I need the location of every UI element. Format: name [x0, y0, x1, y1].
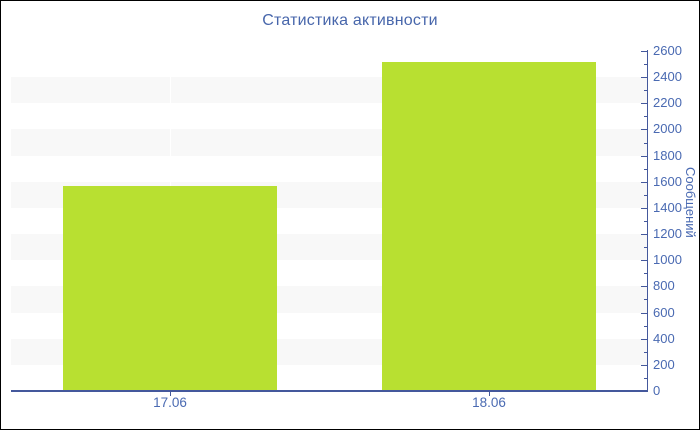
bar: [382, 62, 596, 391]
y-tick-major: [641, 129, 648, 130]
y-tick-minor: [644, 169, 648, 170]
y-tick-minor: [644, 143, 648, 144]
y-tick-label: 200: [653, 357, 675, 372]
y-tick-label: 600: [653, 305, 675, 320]
y-tick-minor: [644, 64, 648, 65]
y-tick-minor: [644, 116, 648, 117]
y-tick-major: [641, 339, 648, 340]
y-tick-label: 2000: [653, 121, 682, 136]
y-tick-minor: [644, 299, 648, 300]
y-tick-major: [641, 182, 648, 183]
y-tick-major: [641, 260, 648, 261]
y-tick-minor: [644, 273, 648, 274]
x-axis-tick: [170, 392, 171, 396]
chart-title: Статистика активности: [262, 12, 438, 29]
y-tick-major: [641, 51, 648, 52]
y-tick-label: 1200: [653, 226, 682, 241]
y-tick-minor: [644, 378, 648, 379]
y-tick-label: 2400: [653, 69, 682, 84]
y-axis-title: Сообщений: [683, 167, 698, 238]
y-tick-minor: [644, 247, 648, 248]
y-tick-major: [641, 286, 648, 287]
y-axis-line: [647, 50, 648, 391]
y-tick-label: 800: [653, 278, 675, 293]
y-tick-major: [641, 313, 648, 314]
x-axis-line: [11, 390, 648, 392]
y-tick-label: 0: [653, 383, 661, 398]
y-tick-major: [641, 365, 648, 366]
y-tick-minor: [644, 90, 648, 91]
x-tick-label: 17.06: [153, 395, 187, 410]
y-tick-minor: [644, 195, 648, 196]
y-tick-label: 2600: [653, 43, 682, 58]
y-tick-label: 400: [653, 331, 675, 346]
y-tick-label: 1400: [653, 200, 682, 215]
x-axis-tick: [489, 392, 490, 396]
x-tick-label: 18.06: [472, 395, 506, 410]
y-tick-major: [641, 103, 648, 104]
bar: [63, 185, 277, 391]
y-tick-major: [641, 234, 648, 235]
y-tick-major: [641, 77, 648, 78]
y-tick-label: 1600: [653, 174, 682, 189]
y-tick-minor: [644, 352, 648, 353]
y-tick-label: 1800: [653, 148, 682, 163]
y-tick-label: 2200: [653, 95, 682, 110]
y-tick-major: [641, 156, 648, 157]
y-tick-major: [641, 208, 648, 209]
y-tick-label: 1000: [653, 252, 682, 267]
y-tick-minor: [644, 221, 648, 222]
y-tick-minor: [644, 326, 648, 327]
